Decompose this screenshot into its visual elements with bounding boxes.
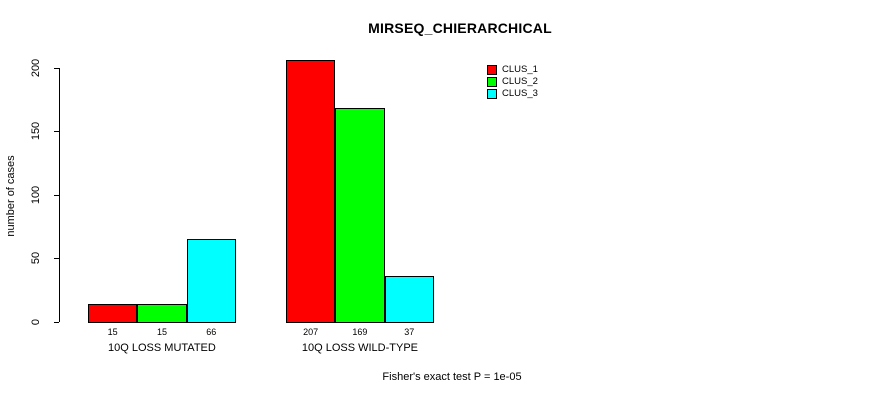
bar-value-label: 66	[206, 327, 217, 337]
y-axis-line	[59, 67, 60, 322]
bar-clus_1	[88, 303, 138, 323]
bar-value-label: 15	[156, 327, 167, 337]
bar-value-label: 15	[107, 327, 118, 337]
y-tick-label: 200	[30, 58, 42, 77]
bar-value-label: 207	[303, 327, 319, 337]
y-axis-tick	[54, 67, 59, 69]
bar-value-label: 37	[404, 327, 415, 337]
y-axis-tick	[54, 258, 59, 260]
annotation-text: Fisher's exact test P = 1e-05	[382, 371, 522, 383]
legend-swatch	[487, 89, 497, 99]
legend-swatch	[487, 77, 497, 87]
legend-label: CLUS_2	[502, 76, 538, 87]
legend-label: CLUS_1	[502, 64, 538, 75]
y-axis-tick	[54, 322, 59, 323]
y-axis-tick	[54, 194, 59, 196]
y-tick-label: 150	[30, 122, 42, 141]
x-category-label: 10Q LOSS MUTATED	[108, 342, 216, 354]
legend-label: CLUS_3	[502, 88, 538, 99]
bar-clus_2	[335, 108, 385, 323]
bar-clus_1	[286, 59, 336, 323]
legend-swatch	[487, 65, 497, 75]
y-tick-label: 50	[30, 252, 42, 265]
legend-item-clus_2: CLUS_2	[487, 76, 538, 88]
y-tick-label: 0	[30, 318, 42, 326]
legend: CLUS_1 CLUS_2 CLUS_3	[487, 64, 538, 100]
bar-clus_2	[137, 303, 187, 323]
bar-value-label: 169	[352, 327, 368, 337]
y-tick-label: 100	[30, 185, 42, 204]
bar-clus_3	[186, 239, 236, 323]
legend-item-clus_3: CLUS_3	[487, 88, 538, 100]
y-axis-tick	[54, 131, 59, 133]
bar-clus_3	[384, 275, 434, 323]
x-category-label: 10Q LOSS WILD-TYPE	[301, 342, 419, 354]
chart-title: MIRSEQ_CHIERARCHICAL	[368, 20, 552, 36]
legend-item-clus_1: CLUS_1	[487, 64, 538, 76]
